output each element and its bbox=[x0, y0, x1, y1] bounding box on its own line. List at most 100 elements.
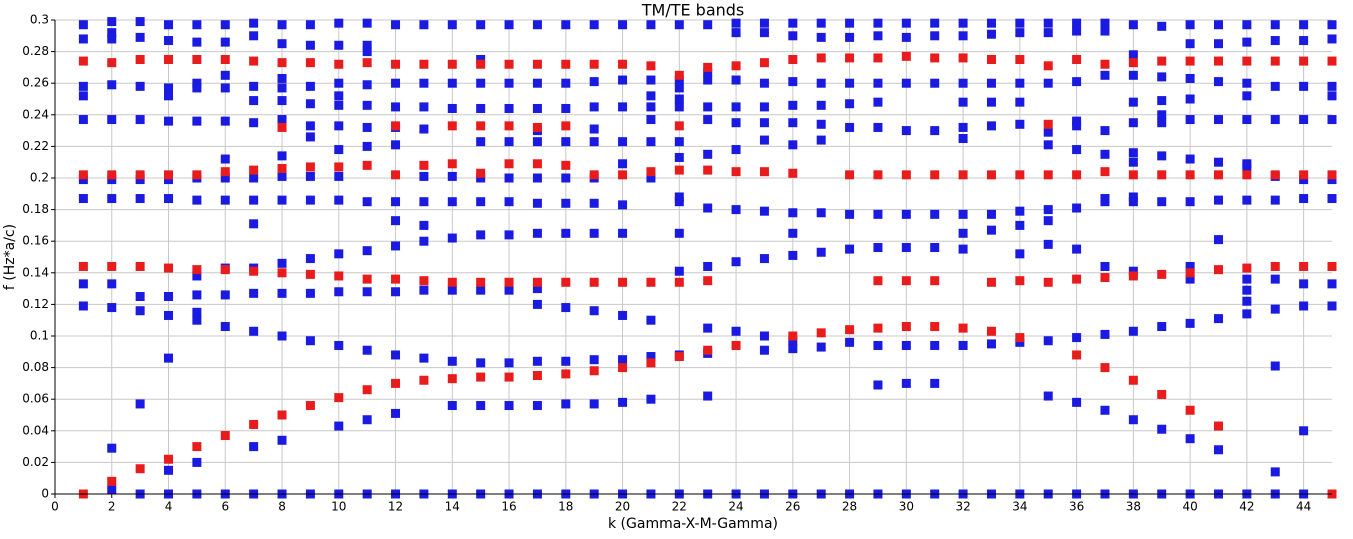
point bbox=[362, 197, 372, 207]
point bbox=[788, 140, 798, 150]
point bbox=[192, 78, 202, 88]
point bbox=[334, 287, 344, 297]
point bbox=[135, 399, 145, 409]
point bbox=[1299, 194, 1309, 204]
point bbox=[362, 345, 372, 355]
point bbox=[419, 160, 429, 170]
point bbox=[561, 20, 571, 30]
point bbox=[1043, 216, 1053, 226]
point bbox=[476, 103, 486, 113]
point bbox=[674, 352, 684, 362]
point bbox=[1128, 50, 1138, 60]
point bbox=[759, 28, 769, 38]
point bbox=[1299, 36, 1309, 46]
point bbox=[1128, 97, 1138, 107]
point bbox=[78, 91, 88, 101]
point bbox=[107, 80, 117, 90]
point bbox=[277, 268, 287, 278]
point bbox=[192, 83, 202, 93]
point bbox=[334, 249, 344, 259]
point bbox=[759, 78, 769, 88]
point bbox=[958, 97, 968, 107]
point bbox=[1299, 81, 1309, 91]
point bbox=[135, 261, 145, 271]
point bbox=[164, 194, 174, 204]
point bbox=[135, 306, 145, 316]
point bbox=[788, 168, 798, 178]
point bbox=[873, 31, 883, 41]
point bbox=[192, 457, 202, 467]
point bbox=[646, 102, 656, 112]
point bbox=[561, 103, 571, 113]
point bbox=[305, 20, 315, 30]
point bbox=[816, 53, 826, 63]
point bbox=[249, 96, 259, 106]
point bbox=[703, 149, 713, 159]
x-tick-label: 20 bbox=[615, 500, 630, 514]
point bbox=[561, 78, 571, 88]
point bbox=[731, 118, 741, 128]
point bbox=[901, 340, 911, 350]
point bbox=[561, 303, 571, 313]
point bbox=[249, 442, 259, 452]
point bbox=[759, 254, 769, 264]
point bbox=[958, 244, 968, 254]
point bbox=[986, 78, 996, 88]
point bbox=[674, 192, 684, 202]
point bbox=[589, 277, 599, 287]
point bbox=[873, 122, 883, 132]
point bbox=[1128, 326, 1138, 336]
point bbox=[1015, 97, 1025, 107]
point bbox=[220, 265, 230, 275]
point bbox=[618, 355, 628, 365]
point bbox=[362, 40, 372, 50]
point bbox=[135, 175, 145, 185]
point bbox=[901, 378, 911, 388]
point bbox=[334, 162, 344, 172]
point bbox=[277, 410, 287, 420]
point bbox=[986, 29, 996, 39]
point bbox=[703, 203, 713, 213]
point bbox=[504, 59, 514, 69]
point bbox=[1100, 261, 1110, 271]
point bbox=[391, 378, 401, 388]
point bbox=[305, 99, 315, 109]
point bbox=[192, 20, 202, 30]
point bbox=[476, 197, 486, 207]
point bbox=[788, 228, 798, 238]
point bbox=[107, 28, 117, 38]
point bbox=[164, 20, 174, 30]
point bbox=[589, 228, 599, 238]
point bbox=[1043, 170, 1053, 180]
point bbox=[164, 175, 174, 185]
point bbox=[618, 75, 628, 85]
point bbox=[901, 126, 911, 136]
point bbox=[788, 118, 798, 128]
point bbox=[78, 56, 88, 66]
y-tick-label: 0.04 bbox=[22, 423, 49, 437]
point bbox=[1270, 56, 1280, 66]
point bbox=[873, 276, 883, 286]
point bbox=[618, 59, 628, 69]
point bbox=[1043, 119, 1053, 129]
point bbox=[958, 134, 968, 143]
point bbox=[362, 415, 372, 425]
point bbox=[589, 366, 599, 376]
point bbox=[845, 99, 855, 109]
point bbox=[107, 34, 117, 44]
point bbox=[845, 78, 855, 88]
point bbox=[277, 331, 287, 341]
point bbox=[532, 284, 542, 294]
point bbox=[731, 340, 741, 350]
point bbox=[192, 195, 202, 205]
point bbox=[561, 160, 571, 170]
point bbox=[164, 465, 174, 475]
point bbox=[277, 122, 287, 132]
point bbox=[447, 59, 457, 69]
point bbox=[334, 271, 344, 281]
point bbox=[277, 96, 287, 106]
point bbox=[504, 358, 514, 368]
point bbox=[618, 277, 628, 287]
point bbox=[1327, 175, 1337, 185]
point bbox=[674, 137, 684, 147]
